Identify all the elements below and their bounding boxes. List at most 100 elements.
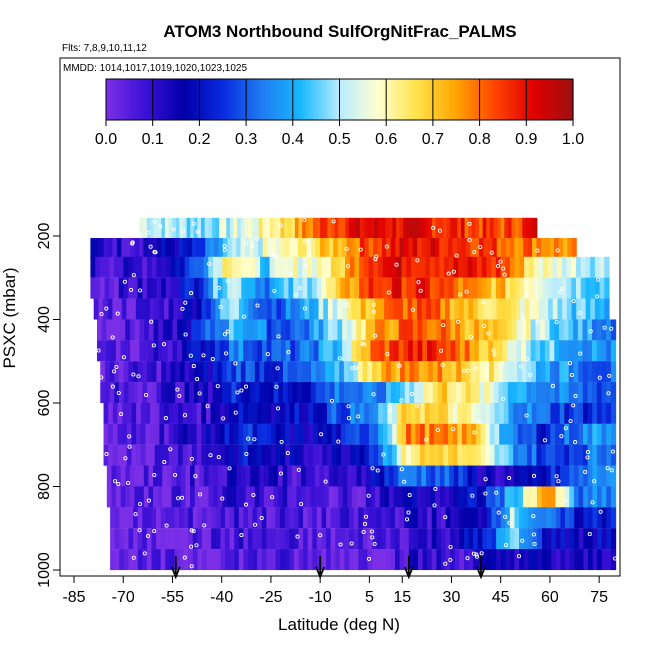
heatmap-cell <box>199 465 205 487</box>
heatmap-cell <box>224 507 231 529</box>
heatmap-cell <box>217 361 223 383</box>
heatmap-cell <box>266 423 272 445</box>
heatmap-cell <box>604 298 610 320</box>
heatmap-cell <box>289 528 295 550</box>
heatmap-cell <box>191 423 198 445</box>
colorbar-swatch <box>192 79 196 120</box>
heatmap-cell <box>484 361 490 383</box>
heatmap-cell <box>402 486 409 508</box>
heatmap-cell <box>240 382 247 404</box>
heatmap-cell <box>388 217 393 246</box>
heatmap-cell <box>186 217 191 246</box>
sample-point <box>272 288 277 293</box>
heatmap-cell <box>217 465 224 487</box>
heatmap-cell <box>139 319 145 341</box>
heatmap-cell <box>125 465 131 487</box>
heatmap-cell <box>384 340 390 362</box>
heatmap-cell <box>344 256 351 278</box>
heatmap-cell <box>497 217 502 246</box>
heatmap-cell <box>257 402 263 424</box>
sample-point <box>609 326 614 331</box>
heatmap-cell <box>212 277 219 299</box>
heatmap-cell <box>208 486 214 508</box>
heatmap-cell <box>284 549 290 571</box>
heatmap-cell <box>406 256 412 278</box>
heatmap-cell <box>106 486 113 508</box>
heatmap-cell <box>372 528 378 550</box>
colorbar-tick-label: 0.9 <box>515 131 537 148</box>
heatmap-cell <box>174 507 180 529</box>
sample-point <box>350 366 355 371</box>
heatmap-cell <box>492 238 498 260</box>
x-axis-label: Latitude (deg N) <box>278 615 400 634</box>
heatmap-cell <box>438 444 444 466</box>
sample-point <box>440 362 445 368</box>
heatmap-cell <box>201 217 206 246</box>
heatmap-cell <box>140 402 147 424</box>
heatmap-cell <box>550 465 557 487</box>
sample-point <box>410 307 415 312</box>
sample-point <box>220 496 225 501</box>
heatmap-cell <box>154 444 160 466</box>
sample-point <box>274 254 279 259</box>
colorbar-swatch <box>348 79 352 120</box>
heatmap-cell <box>505 549 511 571</box>
heatmap-cell <box>450 549 456 571</box>
heatmap-cell <box>231 382 237 404</box>
heatmap-cell <box>554 361 560 383</box>
heatmap-cell <box>445 507 451 529</box>
heatmap-cell <box>387 423 393 445</box>
marker-arrow-head <box>170 566 181 580</box>
heatmap-cell <box>578 528 584 550</box>
heatmap-cell <box>267 298 273 320</box>
heatmap-cell <box>601 319 607 341</box>
heatmap-cell <box>268 465 274 487</box>
colorbar-swatch <box>493 79 497 120</box>
heatmap-cell <box>468 298 474 320</box>
heatmap-cell <box>153 340 159 362</box>
heatmap-cell <box>252 507 258 529</box>
heatmap-cell <box>542 528 548 550</box>
heatmap-cell <box>582 444 589 466</box>
heatmap-cell <box>554 238 560 260</box>
colorbar-swatch <box>470 79 474 120</box>
heatmap-cell <box>499 486 506 508</box>
sample-point <box>494 490 499 495</box>
heatmap-cell <box>549 238 555 260</box>
heatmap-cell <box>550 402 556 424</box>
x-tick-label: -85 <box>62 589 85 606</box>
heatmap-cell <box>452 444 458 466</box>
sample-point <box>568 418 573 424</box>
heatmap-cell <box>165 528 171 550</box>
heatmap-cell <box>303 507 309 529</box>
heatmap-cell <box>229 507 235 529</box>
heatmap-cell <box>560 465 566 487</box>
colorbar-swatch <box>157 79 161 120</box>
heatmap-cell <box>542 507 548 529</box>
heatmap-cell <box>479 217 484 246</box>
heatmap-cell <box>495 465 501 487</box>
heatmap-cell <box>247 217 253 246</box>
colorbar-swatch <box>208 79 212 120</box>
heatmap-cell <box>301 486 307 508</box>
heatmap-cell <box>540 361 546 383</box>
heatmap-cell <box>601 444 607 466</box>
heatmap-cell <box>571 238 577 260</box>
sample-point <box>585 450 590 455</box>
heatmap-cell <box>489 402 496 424</box>
heatmap-cell <box>410 402 416 424</box>
heatmap-cell <box>123 549 130 571</box>
sample-point <box>406 510 411 515</box>
heatmap-cell <box>578 423 584 445</box>
colorbar-swatch <box>155 79 158 120</box>
heatmap-cell <box>245 256 252 278</box>
heatmap-cell <box>274 277 280 299</box>
heatmap-cell <box>104 361 111 383</box>
heatmap-cell <box>597 528 603 550</box>
heatmap-cell <box>205 319 211 341</box>
heatmap-cell <box>596 340 603 362</box>
heatmap-cell <box>547 277 554 299</box>
heatmap-cell <box>557 256 563 278</box>
heatmap-cell <box>551 549 557 571</box>
